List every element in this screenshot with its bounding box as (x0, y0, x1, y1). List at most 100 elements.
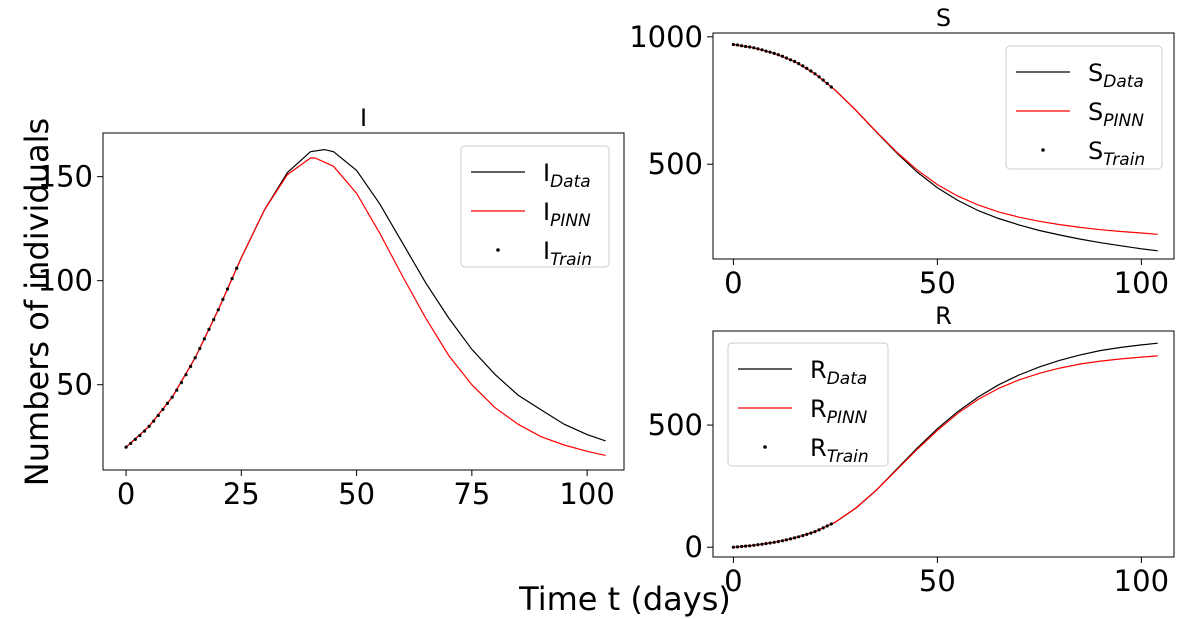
legend-entry-i-data-label: IData (543, 159, 591, 192)
series-r-train-point (797, 535, 801, 539)
series-i-train-point (184, 373, 188, 377)
panel-r-xtick-label: 50 (919, 564, 956, 598)
series-s-train-point (829, 85, 833, 89)
series-r-train-point (784, 538, 789, 542)
series-i-train-point (198, 346, 202, 351)
panel-i-ytick-label: 150 (38, 160, 93, 194)
series-r-train-point (735, 545, 740, 549)
series-i-train-point (138, 433, 142, 438)
panel-s-xtick-label: 0 (724, 266, 742, 300)
legend-entry-s-train-label: STrain (1088, 137, 1145, 170)
series-s-train-point (752, 46, 756, 50)
panel-r: R 0 50 100 0 500 RData RPINN RTrain (648, 302, 1175, 598)
legend-entry-i-train-swatch (496, 248, 500, 252)
legend-frame (1005, 45, 1163, 170)
panel-i-ytick-label: 50 (56, 368, 93, 402)
series-r-train-point (756, 543, 760, 547)
series-r-train-point (760, 542, 764, 546)
legend-entry-r-train-label: RTrain (810, 434, 869, 467)
series-i-train-point (156, 413, 160, 418)
figure-ylabel: Numbers of individuals (18, 118, 56, 486)
series-r-train-point (793, 536, 797, 540)
legend-frame (727, 342, 889, 467)
panel-i-xtick-label: 100 (559, 477, 614, 511)
panel-i-frame (102, 132, 625, 471)
series-s-train-point (801, 64, 805, 68)
series-r-train-point (740, 544, 744, 549)
series-i-train-point (212, 318, 216, 322)
series-r-train-point (825, 524, 829, 528)
series-i-train-point (189, 364, 193, 368)
series-s-pinn-line (733, 43, 1158, 235)
series-i-train-point (142, 429, 147, 433)
panel-s-frame (712, 32, 1175, 260)
series-i-train-point (235, 266, 239, 270)
legend-entry-s-data-label: SData (1088, 59, 1144, 92)
series-s-train-point (740, 44, 744, 48)
panel-r-legend: RData RPINN RTrain (727, 342, 889, 467)
panel-i-title: I (360, 104, 367, 132)
series-s-train-point (788, 58, 793, 62)
series-r-train-point (768, 541, 772, 545)
series-r-train-point (813, 530, 817, 534)
legend-entry-r-data: RData (738, 356, 867, 389)
legend-entry-s-data: SData (1016, 59, 1144, 92)
series-i-train-point (129, 441, 133, 445)
legend-entry-r-data-label: RData (810, 356, 867, 389)
series-s-train-point (793, 59, 797, 64)
series-s-train-point (748, 45, 752, 49)
figure-xlabel: Time t (days) (518, 580, 731, 618)
series-s-train-point (817, 75, 821, 79)
legend-entry-i-train: ITrain (496, 237, 592, 270)
series-s-train-point (825, 81, 829, 85)
series-r-train-point (776, 540, 780, 544)
series-i-train-point (170, 395, 174, 399)
panel-r-title: R (935, 302, 952, 330)
series-r-train-point (809, 531, 813, 535)
series-i-train-point (161, 407, 165, 412)
series-i-pinn-line (125, 157, 606, 456)
series-i-train-point (202, 337, 206, 341)
panel-i-xtick-label: 50 (338, 477, 375, 511)
legend-entry-s-train-swatch (1041, 148, 1045, 152)
series-i-train-point (216, 308, 220, 312)
series-s-train-point (776, 53, 780, 57)
series-s-train-point (756, 47, 760, 51)
series-r-train-point (731, 545, 736, 549)
legend-entry-i-data: IData (471, 159, 591, 192)
series-r-train-point (772, 540, 776, 544)
series-s-train-point (784, 56, 789, 60)
series-s-train-point (768, 50, 772, 54)
legend-entry-s-pinn: SPINN (1016, 98, 1144, 131)
series-s-train-points (731, 42, 833, 89)
series-r-train-point (764, 542, 768, 546)
legend-entry-s-pinn-label: SPINN (1088, 98, 1144, 131)
series-r-train-point (788, 537, 793, 541)
panel-s-legend: SData SPINN STrain (1005, 45, 1163, 170)
series-r-pinn-line (733, 355, 1158, 548)
series-r-train-points (731, 522, 833, 549)
series-r-train-point (817, 528, 821, 532)
panel-i-legend: IData IPINN ITrain (460, 145, 610, 270)
series-s-train-point (813, 72, 817, 76)
legend-entry-i-pinn: IPINN (471, 198, 591, 231)
panel-s-xtick-label: 100 (1114, 266, 1169, 300)
series-i-train-point (225, 287, 230, 291)
panel-s-title: S (936, 4, 951, 32)
series-r-train-point (801, 534, 805, 538)
series-r-train-point (805, 532, 809, 537)
legend-entry-r-pinn: RPINN (738, 395, 868, 428)
series-s-train-point (821, 78, 825, 82)
panel-s-xtick-label: 50 (919, 266, 956, 300)
series-r-train-point (829, 522, 833, 526)
series-i-train-point (124, 445, 128, 449)
series-r-train-point (748, 544, 752, 548)
series-s-train-point (735, 43, 740, 47)
series-i-train-points (124, 266, 239, 449)
series-s-train-point (797, 62, 801, 66)
series-r-train-point (744, 544, 748, 548)
series-i-train-point (221, 297, 225, 301)
series-s-train-point (772, 51, 776, 56)
panel-r-frame (712, 330, 1175, 558)
series-s-train-point (760, 48, 764, 52)
